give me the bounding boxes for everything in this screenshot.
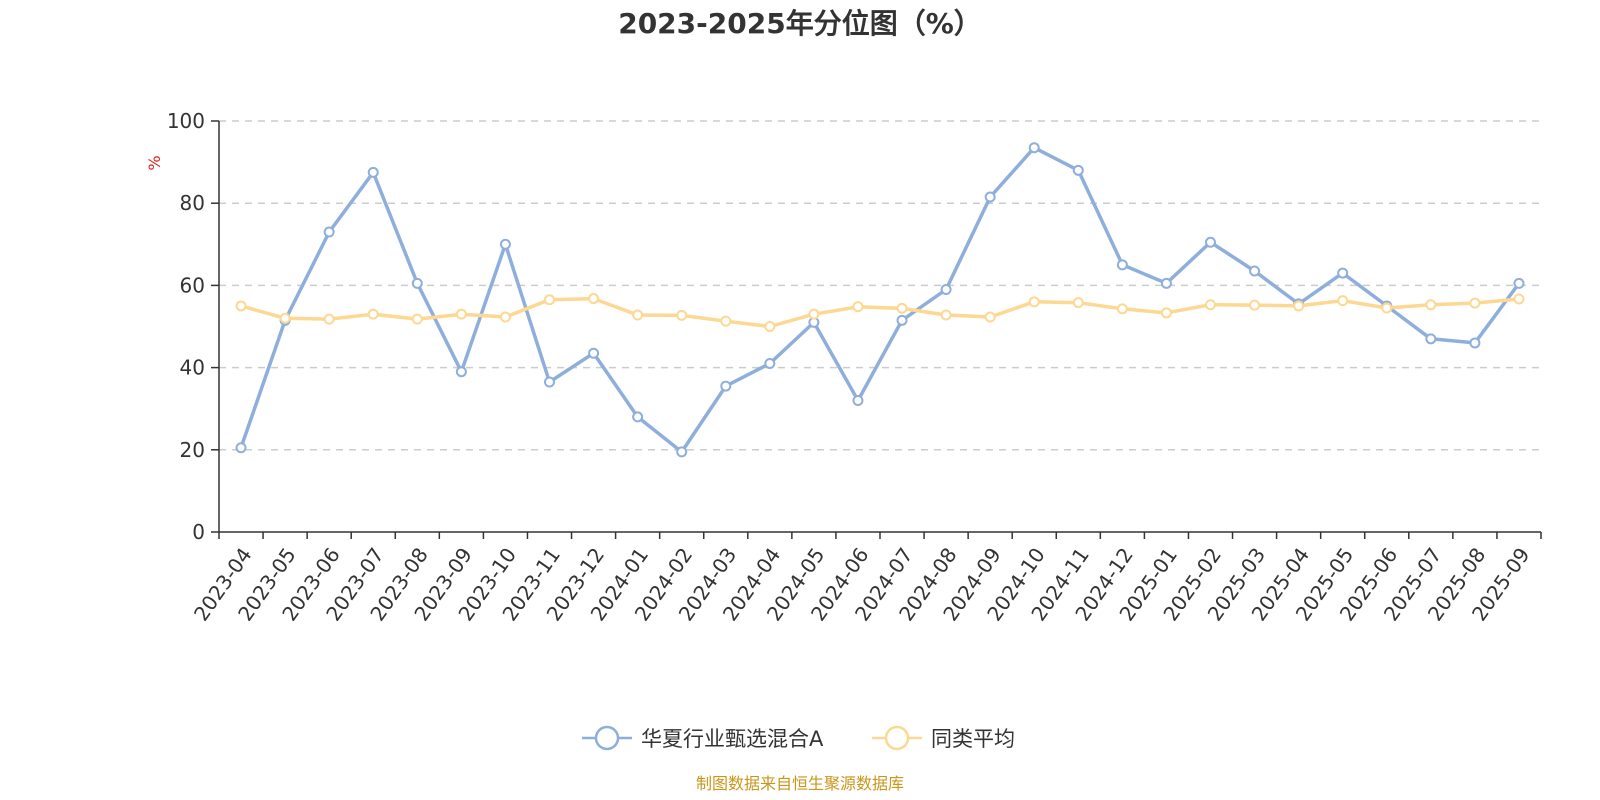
axes: 0204060801002023-042023-052023-062023-07… xyxy=(167,109,1542,625)
legend-marker xyxy=(594,725,620,751)
data-point[interactable] xyxy=(940,284,952,296)
y-tick-label: 80 xyxy=(180,191,205,215)
data-point[interactable] xyxy=(1249,265,1261,277)
data-point[interactable] xyxy=(544,294,555,306)
legend-item-0[interactable]: 华夏行业甄选混合A xyxy=(582,725,824,751)
data-point[interactable] xyxy=(499,311,511,323)
data-point[interactable] xyxy=(279,312,291,324)
y-tick-label: 0 xyxy=(192,520,205,544)
legend[interactable]: 华夏行业甄选混合A 同类平均 xyxy=(582,725,1015,751)
data-point[interactable] xyxy=(1028,142,1040,154)
data-point[interactable] xyxy=(1205,299,1216,311)
y-axis-label: % xyxy=(145,155,164,170)
source-note: 制图数据来自恒生聚源数据库 xyxy=(695,774,904,793)
data-point[interactable] xyxy=(1293,300,1305,312)
data-point[interactable] xyxy=(411,277,423,289)
data-point[interactable] xyxy=(588,293,600,305)
data-point[interactable] xyxy=(984,191,996,203)
legend-marker xyxy=(884,725,910,751)
data-point[interactable] xyxy=(1513,277,1525,289)
y-tick-label: 20 xyxy=(180,438,205,462)
y-tick-label: 60 xyxy=(180,273,205,297)
chart-title: 2023-2025年分位图（%） xyxy=(618,7,982,40)
legend-label: 华夏行业甄选混合A xyxy=(641,727,824,751)
data-point[interactable] xyxy=(367,166,379,178)
data-point[interactable] xyxy=(852,301,864,313)
data-point[interactable] xyxy=(632,309,644,321)
data-point[interactable] xyxy=(411,313,423,325)
data-point[interactable] xyxy=(544,376,555,388)
data-point[interactable] xyxy=(1513,293,1525,305)
data-point[interactable] xyxy=(764,321,776,332)
data-point[interactable] xyxy=(720,380,732,392)
series-0 xyxy=(235,142,1525,458)
data-point[interactable] xyxy=(1205,236,1216,248)
data-point[interactable] xyxy=(1425,299,1437,311)
data-point[interactable] xyxy=(1337,295,1349,307)
series-layer xyxy=(235,142,1525,458)
data-point[interactable] xyxy=(499,238,511,250)
data-point[interactable] xyxy=(1469,337,1481,349)
legend-item-1[interactable]: 同类平均 xyxy=(872,725,1015,751)
data-point[interactable] xyxy=(1381,302,1393,314)
data-point[interactable] xyxy=(1072,164,1084,176)
data-point[interactable] xyxy=(1028,296,1040,308)
data-point[interactable] xyxy=(455,366,467,378)
data-point[interactable] xyxy=(367,308,379,320)
data-point[interactable] xyxy=(720,315,732,327)
series-1 xyxy=(235,293,1525,332)
data-point[interactable] xyxy=(1249,299,1261,311)
data-point[interactable] xyxy=(1072,297,1084,309)
data-point[interactable] xyxy=(1425,333,1437,345)
data-point[interactable] xyxy=(323,313,335,325)
data-point[interactable] xyxy=(940,309,952,321)
y-tick-label: 40 xyxy=(180,356,205,380)
data-point[interactable] xyxy=(764,357,776,369)
data-point[interactable] xyxy=(323,226,335,238)
data-point[interactable] xyxy=(896,302,908,314)
data-point[interactable] xyxy=(1116,259,1128,271)
series-line xyxy=(240,296,1520,329)
data-point[interactable] xyxy=(676,309,688,321)
series-line xyxy=(239,145,1521,454)
data-point[interactable] xyxy=(588,347,600,359)
data-point[interactable] xyxy=(235,442,247,454)
data-point[interactable] xyxy=(1160,307,1172,319)
data-point[interactable] xyxy=(676,446,688,458)
data-point[interactable] xyxy=(808,308,820,320)
data-point[interactable] xyxy=(632,411,644,423)
data-point[interactable] xyxy=(235,300,247,312)
data-point[interactable] xyxy=(1116,303,1128,315)
data-point[interactable] xyxy=(896,314,908,326)
data-point[interactable] xyxy=(1469,297,1481,309)
data-point[interactable] xyxy=(1337,267,1349,279)
legend-label: 同类平均 xyxy=(931,727,1015,751)
data-point[interactable] xyxy=(852,394,864,406)
data-point[interactable] xyxy=(455,308,467,320)
y-tick-label: 100 xyxy=(167,109,205,133)
data-point[interactable] xyxy=(984,311,996,323)
data-point[interactable] xyxy=(1160,277,1172,289)
